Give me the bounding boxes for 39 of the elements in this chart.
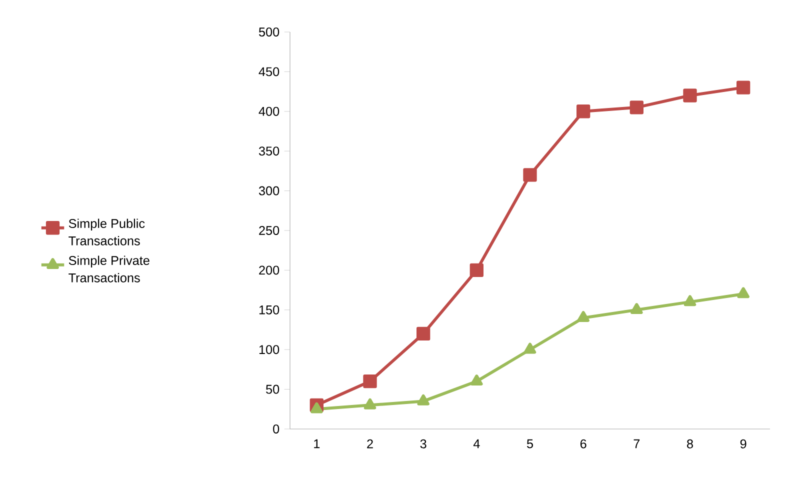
point	[363, 374, 377, 388]
x-tick-label: 3	[420, 439, 426, 448]
y-tick-label: 350	[258, 146, 280, 156]
legend-label: Simple Private Transactions	[68, 256, 150, 282]
x-tick-label: 5	[526, 439, 533, 448]
x-tick-label: 2	[367, 439, 373, 448]
point	[470, 263, 484, 278]
y-tick-label: 500	[258, 28, 280, 36]
x-tick-label: 4	[473, 439, 480, 448]
point	[736, 80, 750, 94]
point	[683, 88, 697, 102]
point	[630, 303, 643, 314]
point	[417, 394, 430, 406]
point	[310, 402, 323, 414]
x-tick-label: 8	[687, 439, 693, 448]
y-tick-label: 200	[259, 266, 280, 275]
y-tick-label: 450	[258, 67, 280, 76]
point	[576, 104, 590, 118]
point	[684, 295, 696, 306]
y-tick-label: 250	[259, 226, 280, 235]
x-tick-label: 1	[314, 439, 320, 448]
point	[416, 326, 430, 341]
point	[737, 287, 750, 298]
y-tick-label: 400	[258, 106, 280, 116]
point	[523, 168, 537, 182]
x-tick-label: 7	[634, 439, 640, 448]
point	[630, 100, 644, 114]
y-tick-label: 100	[259, 345, 280, 354]
legend-label: Simple Public Transactions	[68, 218, 145, 246]
x-tick-label: 6	[580, 439, 586, 448]
x-tick-label: 9	[740, 439, 746, 448]
point	[524, 342, 536, 354]
point	[577, 311, 590, 322]
y-tick-label: 0	[273, 424, 280, 434]
y-tick-label: 150	[259, 305, 280, 314]
y-tick-label: 300	[258, 186, 280, 196]
y-tick-label: 50	[266, 384, 280, 394]
point	[470, 374, 483, 386]
point	[364, 398, 376, 410]
